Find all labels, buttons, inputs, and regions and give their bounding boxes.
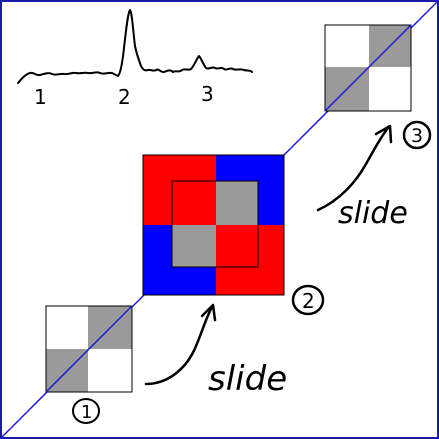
diagonal-line-overlay [45,305,133,393]
pattern-2-overlap [142,154,285,296]
pattern-1-cell [46,306,88,349]
circle-label-1-text: 1 [81,402,92,423]
pattern-3-cell [369,67,411,111]
slide-arrow-lower [144,305,214,386]
pattern-2-cell [143,155,216,225]
circle-label-2-text: 2 [302,289,315,313]
slide-label-upper: slide [338,196,408,231]
signal-plot: 1 2 3 [17,9,253,109]
pattern-3-outline [324,24,412,112]
pattern-2-cell [216,225,284,295]
slide-arrow-upper [316,126,390,212]
circle-label-3-text: 3 [411,125,423,147]
pattern-2-inner-cell [216,181,258,225]
slide-label-lower: slide [208,359,287,399]
circle-label-1: 1 [72,398,100,424]
circle-label-1-ring [72,398,100,424]
circle-label-3-ring [402,120,432,150]
pattern-1-cell [88,349,132,392]
pattern-3-cell [325,25,369,67]
slide-arrowhead-upper [374,124,393,144]
circle-label-2-ring [291,284,325,316]
pattern-1-outline [45,305,133,393]
signal-tick-label-2: 2 [118,85,131,109]
circle-label-3: 3 [402,120,432,150]
pattern-2-inner-outline [171,180,259,268]
slide-arrowhead-lower [200,303,217,322]
circle-label-2: 2 [291,284,325,316]
pattern-2-inner-cell [172,225,216,267]
signal-tick-label-3: 3 [201,82,214,106]
diagonal-line-overlay [324,24,412,112]
signal-trace [17,9,253,84]
pattern-2-outer-outline [142,154,285,296]
signal-tick-label-1: 1 [34,85,47,109]
